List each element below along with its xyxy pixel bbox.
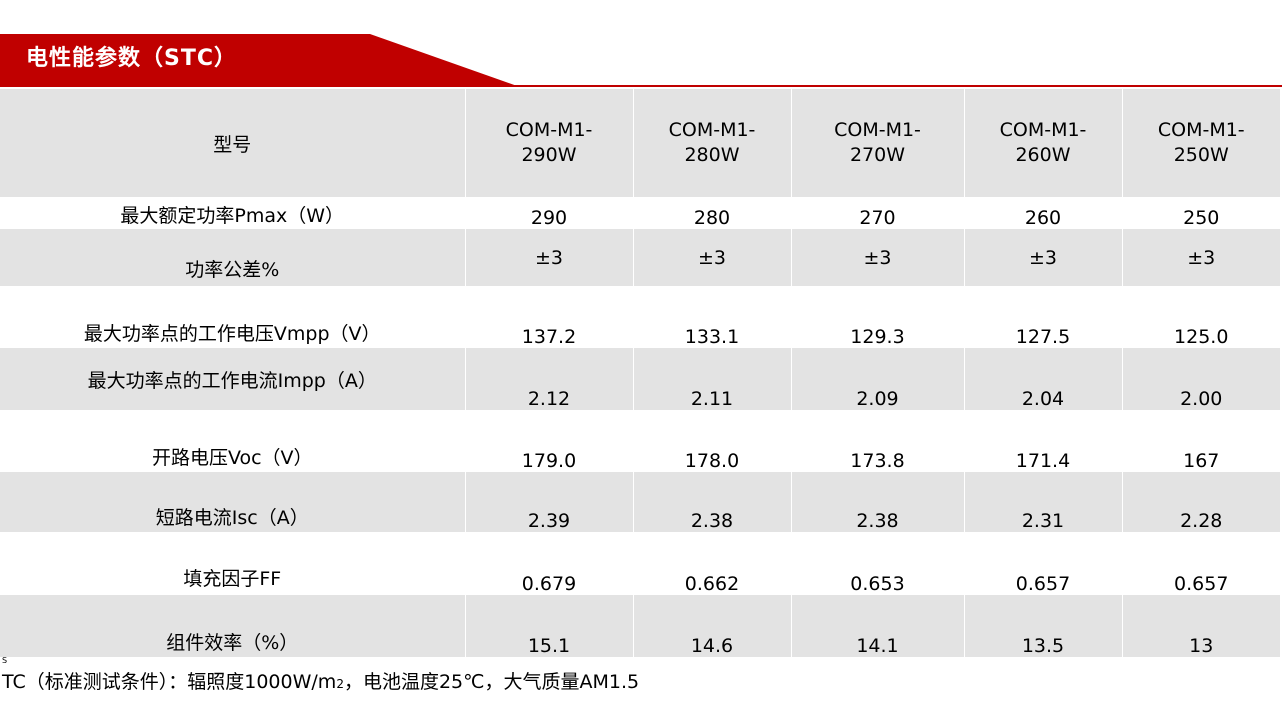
page-title: 电性能参数（STC） xyxy=(26,46,237,71)
title-banner: 电性能参数（STC） xyxy=(0,34,520,87)
row-value: 137.2 xyxy=(465,286,634,348)
title-underline xyxy=(0,85,1282,87)
footnote-text: TC（标准测试条件）：辐照度1000W/m xyxy=(2,671,337,693)
row-value: 171.4 xyxy=(964,410,1123,472)
table-row: 最大额定功率Pmax（W） 290 280 270 260 250 xyxy=(0,197,1280,229)
row-value: 280 xyxy=(633,197,792,229)
row-value: 2.38 xyxy=(791,472,965,532)
spec-table: 型号 COM-M1- 290W COM-M1- 280W COM-M1- 270W C… xyxy=(0,89,1280,657)
row-label: 最大功率点的工作电流Impp（A） xyxy=(0,348,466,410)
table-row: 短路电流Isc（A） 2.39 2.38 2.38 2.31 2.28 xyxy=(0,472,1280,532)
row-value: 13 xyxy=(1122,595,1280,657)
row-value: 2.00 xyxy=(1122,348,1280,410)
row-value: 260 xyxy=(964,197,1123,229)
model-header: COM-M1- 280W xyxy=(633,89,792,197)
row-value: 167 xyxy=(1122,410,1280,472)
row-value: 0.657 xyxy=(964,532,1123,595)
row-label: 组件效率（%） xyxy=(0,595,466,657)
row-value: ±3 xyxy=(633,229,792,286)
row-value: 179.0 xyxy=(465,410,634,472)
table-row: 最大功率点的工作电流Impp（A） 2.12 2.11 2.09 2.04 2.… xyxy=(0,348,1280,410)
row-value: ±3 xyxy=(964,229,1123,286)
row-value: 125.0 xyxy=(1122,286,1280,348)
table-row: 功率公差% ±3 ±3 ±3 ±3 ±3 xyxy=(0,229,1280,286)
row-value: 290 xyxy=(465,197,634,229)
row-label: 填充因子FF xyxy=(0,532,466,595)
row-label: 短路电流Isc（A） xyxy=(0,472,466,532)
row-value: 2.11 xyxy=(633,348,792,410)
row-value: 173.8 xyxy=(791,410,965,472)
row-value: 0.657 xyxy=(1122,532,1280,595)
row-value: 2.31 xyxy=(964,472,1123,532)
row-value: 133.1 xyxy=(633,286,792,348)
row-value: 0.679 xyxy=(465,532,634,595)
header-label: 型号 xyxy=(0,89,466,197)
row-value: 0.662 xyxy=(633,532,792,595)
row-value: 250 xyxy=(1122,197,1280,229)
footnote-superscript: 2 xyxy=(336,677,344,691)
model-header: COM-M1- 290W xyxy=(465,89,634,197)
row-label: 开路电压Voc（V） xyxy=(0,410,466,472)
model-header: COM-M1- 260W xyxy=(964,89,1123,197)
footnote: TC（标准测试条件）：辐照度1000W/m2，电池温度25℃，大气质量AM1.5 xyxy=(2,667,639,694)
row-value: ±3 xyxy=(791,229,965,286)
table-row: 填充因子FF 0.679 0.662 0.653 0.657 0.657 xyxy=(0,532,1280,595)
note-prefix: S xyxy=(2,656,8,665)
row-value: 2.39 xyxy=(465,472,634,532)
row-label: 最大额定功率Pmax（W） xyxy=(0,197,466,229)
row-value: 13.5 xyxy=(964,595,1123,657)
row-value: 2.09 xyxy=(791,348,965,410)
row-label: 最大功率点的工作电压Vmpp（V） xyxy=(0,286,466,348)
row-value: 178.0 xyxy=(633,410,792,472)
row-value: 129.3 xyxy=(791,286,965,348)
row-value: 2.28 xyxy=(1122,472,1280,532)
row-value: 2.12 xyxy=(465,348,634,410)
table-row: 开路电压Voc（V） 179.0 178.0 173.8 171.4 167 xyxy=(0,410,1280,472)
row-value: 0.653 xyxy=(791,532,965,595)
row-value: 15.1 xyxy=(465,595,634,657)
row-label: 功率公差% xyxy=(0,229,466,286)
model-header: COM-M1- 250W xyxy=(1122,89,1280,197)
row-value: 2.38 xyxy=(633,472,792,532)
row-value: 2.04 xyxy=(964,348,1123,410)
row-value: ±3 xyxy=(465,229,634,286)
row-value: 14.1 xyxy=(791,595,965,657)
row-value: 127.5 xyxy=(964,286,1123,348)
header-row: 型号 COM-M1- 290W COM-M1- 280W COM-M1- 270W C… xyxy=(0,89,1280,197)
table-row: 最大功率点的工作电压Vmpp（V） 137.2 133.1 129.3 127.… xyxy=(0,286,1280,348)
row-value: 14.6 xyxy=(633,595,792,657)
footnote-text-tail: ，电池温度25℃，大气质量AM1.5 xyxy=(343,671,640,693)
model-header: COM-M1- 270W xyxy=(791,89,965,197)
row-value: 270 xyxy=(791,197,965,229)
row-value: ±3 xyxy=(1122,229,1280,286)
table-row: 组件效率（%） 15.1 14.6 14.1 13.5 13 xyxy=(0,595,1280,657)
